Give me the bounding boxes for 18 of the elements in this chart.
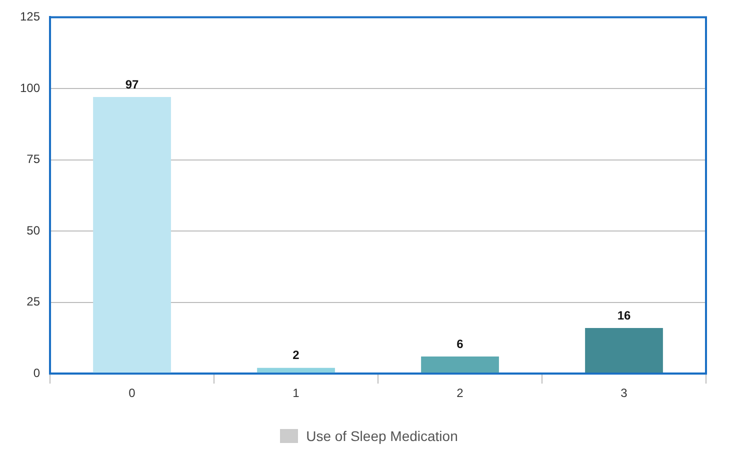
data-label: 16: [617, 308, 631, 322]
x-tick-label: 0: [128, 386, 136, 400]
y-tick-label: 100: [20, 80, 40, 95]
x-tick-label: 2: [456, 386, 464, 400]
text: Use of Sleep Medication: [306, 428, 458, 444]
x-tick-label: 3: [620, 386, 628, 400]
y-tick-label: 50: [26, 223, 40, 238]
data-label: 6: [456, 336, 464, 351]
bar: [585, 328, 663, 374]
y-tick-label: 25: [26, 294, 40, 309]
x-tick-label: 1: [292, 386, 300, 400]
bar: [93, 97, 171, 374]
y-tick-label: 75: [26, 152, 40, 166]
data-label: 97: [125, 77, 140, 92]
y-tick-label: 125: [20, 10, 40, 24]
bar: [421, 356, 499, 374]
data-label: 2: [292, 348, 300, 362]
y-tick-label: 0: [33, 366, 40, 380]
